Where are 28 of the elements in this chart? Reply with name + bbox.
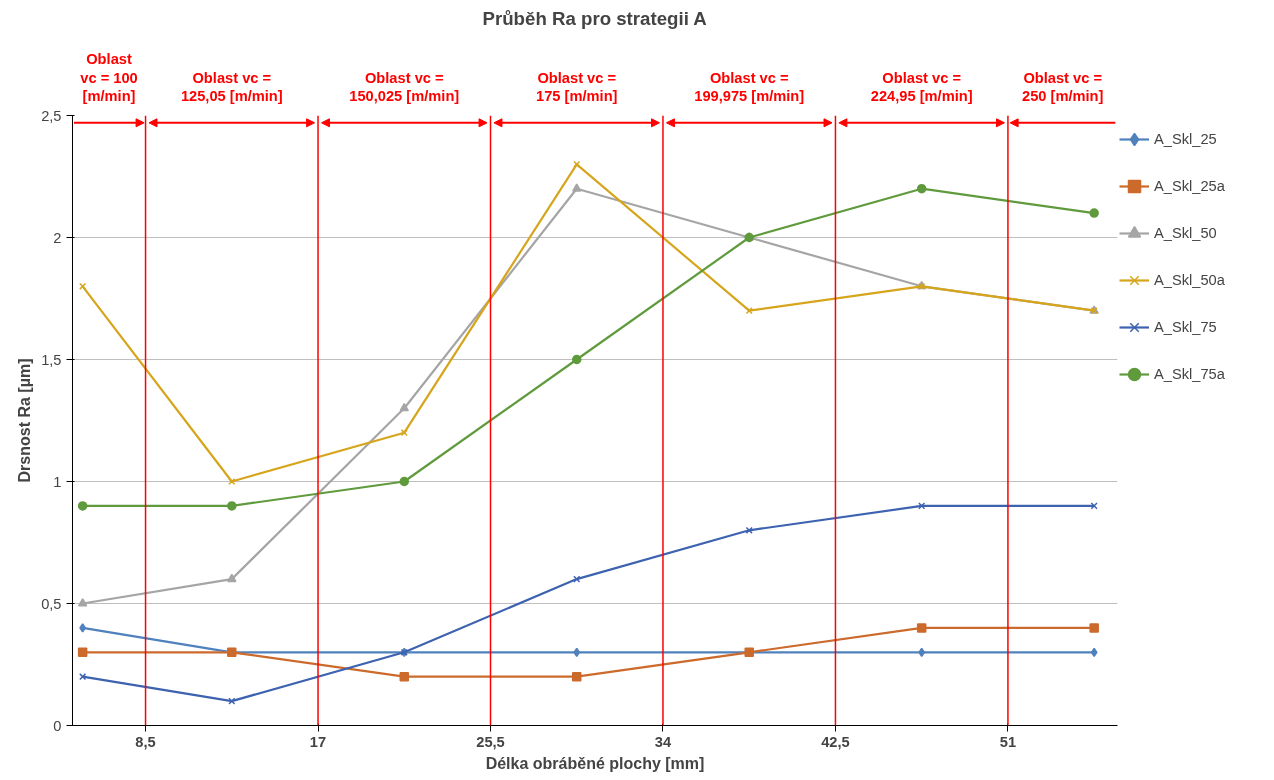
- text: Oblast vc = 199,975 [m/min]: [694, 69, 805, 105]
- x-tick-label: 42,5: [821, 733, 850, 750]
- legend-label: A_Skl_75a: [1154, 365, 1225, 384]
- x-tick-label: 51: [999, 733, 1017, 750]
- legend-label: A_Skl_50: [1154, 224, 1217, 243]
- y-tick-label: 1,5: [41, 351, 62, 368]
- x-tick-label: 8,5: [135, 733, 156, 750]
- y-axis-title: Drsnost Ra [µm]: [16, 358, 34, 483]
- y-tick-label: 2,5: [41, 107, 62, 124]
- legend-label: A_Skl_50a: [1154, 271, 1225, 290]
- legend-label: A_Skl_25: [1154, 130, 1217, 149]
- y-tick-label: 2: [53, 229, 62, 246]
- legend-label: A_Skl_75: [1154, 318, 1217, 337]
- text: Oblast vc = 100 [m/min]: [80, 51, 138, 105]
- text: Oblast vc = 250 [m/min]: [1021, 69, 1104, 105]
- y-tick-label: 0: [53, 717, 62, 734]
- x-tick-label: 25,5: [476, 733, 505, 750]
- legend-label: A_Skl_25a: [1154, 177, 1225, 196]
- x-axis-title: Délka obráběné plochy [mm]: [485, 754, 705, 772]
- text: Oblast vc = 224,95 [m/min]: [870, 69, 973, 105]
- y-tick-label: 1: [53, 473, 62, 490]
- text: Oblast vc = 175 [m/min]: [536, 69, 618, 105]
- x-tick-label: 34: [654, 733, 672, 750]
- y-tick-label: 0,5: [41, 595, 62, 612]
- text: Oblast vc = 125,05 [m/min]: [180, 69, 283, 105]
- chart-title: Průběh Ra pro strategii A: [482, 7, 707, 29]
- text: Oblast vc = 150,025 [m/min]: [349, 69, 460, 105]
- x-tick-label: 17: [309, 733, 327, 750]
